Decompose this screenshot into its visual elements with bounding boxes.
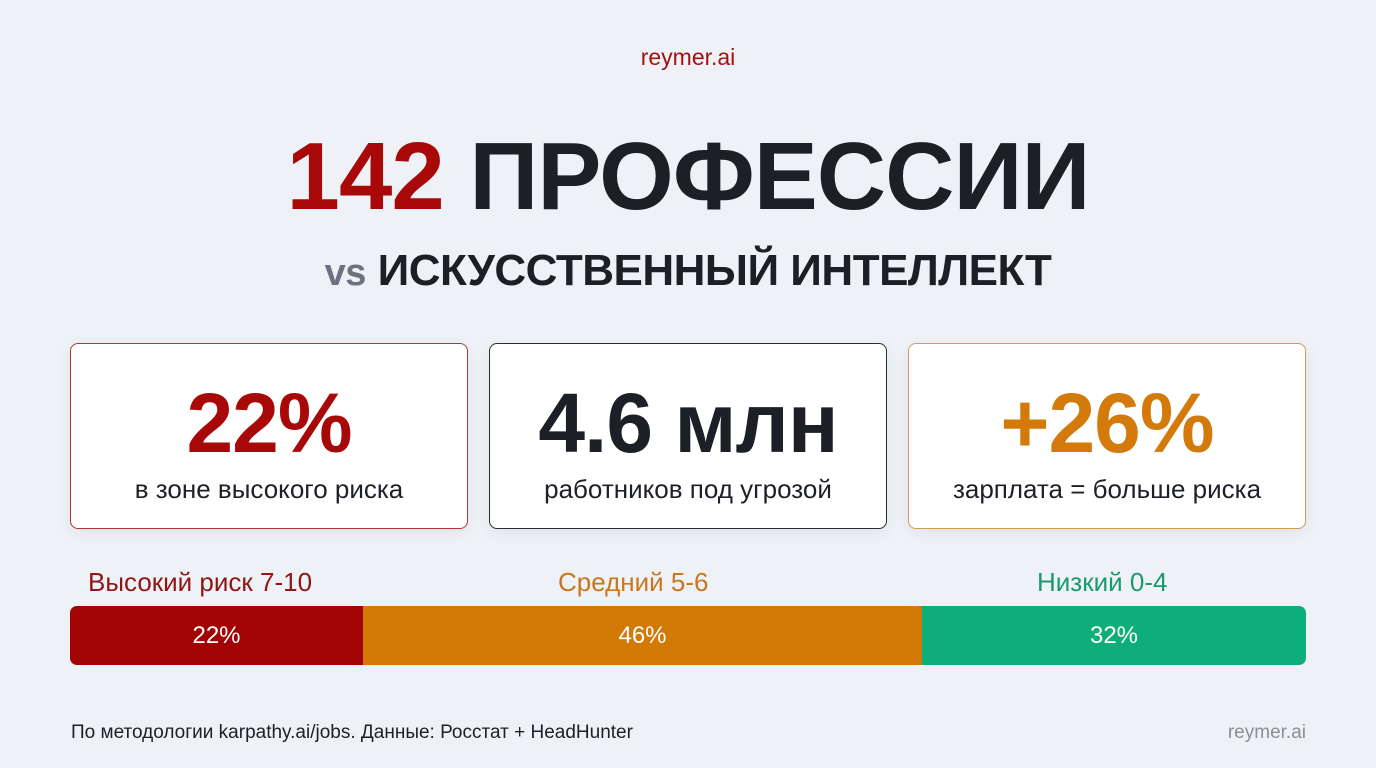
stat-cards: 22% в зоне высокого риска 4.6 млн работн… bbox=[70, 343, 1306, 529]
bar-segment-medium: 46% bbox=[363, 606, 922, 665]
legend-medium-risk: Средний 5-6 bbox=[558, 567, 709, 597]
legend-high-risk: Высокий риск 7-10 bbox=[88, 567, 313, 597]
stat-card-high-risk: 22% в зоне высокого риска bbox=[70, 343, 468, 529]
stat-card-workers: 4.6 млн работников под угрозой bbox=[489, 343, 887, 529]
risk-distribution-bar: 22% 46% 32% bbox=[70, 606, 1306, 665]
stat-caption: в зоне высокого риска bbox=[134, 474, 404, 504]
title-word: ПРОФЕССИИ bbox=[469, 123, 1090, 230]
brand-logo-top: reymer.ai bbox=[640, 44, 736, 70]
page-title: 142 ПРОФЕССИИ bbox=[0, 122, 1376, 232]
brand-logo-bottom: reymer.ai bbox=[1227, 722, 1306, 743]
stat-value: 22% bbox=[186, 376, 352, 470]
stat-value: 4.6 млн bbox=[538, 376, 838, 470]
legend-low-risk: Низкий 0-4 bbox=[1037, 567, 1168, 597]
subtitle-vs: vs bbox=[324, 252, 367, 294]
stat-value: +26% bbox=[1000, 376, 1214, 470]
source-note: По методологии karpathy.ai/jobs. Данные:… bbox=[71, 722, 633, 743]
subtitle-text: ИСКУССТВЕННЫЙ ИНТЕЛЛЕКТ bbox=[377, 246, 1052, 295]
title-number: 142 bbox=[286, 123, 445, 230]
stat-caption: работников под угрозой bbox=[544, 474, 832, 504]
stat-card-salary: +26% зарплата = больше риска bbox=[908, 343, 1306, 529]
bar-segment-high: 22% bbox=[70, 606, 363, 665]
bar-segment-low: 32% bbox=[922, 606, 1306, 665]
stat-caption: зарплата = больше риска bbox=[952, 474, 1262, 504]
page-subtitle: vs ИСКУССТВЕННЫЙ ИНТЕЛЛЕКТ bbox=[0, 246, 1376, 298]
